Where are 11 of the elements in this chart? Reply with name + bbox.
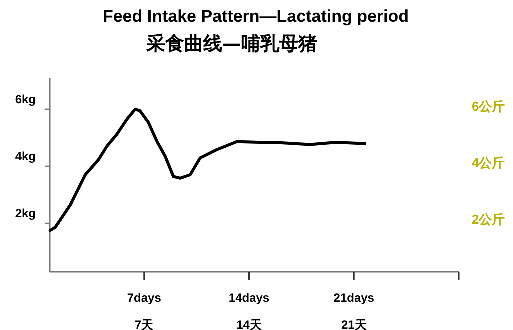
title: Feed Intake Pattern—Lactating period: [102, 7, 410, 26]
y2tick: 2公斤: [472, 212, 506, 227]
xtick: 14days: [228, 291, 270, 305]
xtick: 21days: [334, 291, 374, 305]
ytick: 6kg: [15, 92, 36, 106]
subtitle: 采食曲线—哺乳母猪: [146, 33, 318, 55]
xtick: 7days: [127, 291, 162, 305]
ytick: 2kg: [15, 206, 36, 220]
y2tick: 4公斤: [472, 156, 506, 170]
ytick: 4kg: [15, 149, 36, 164]
y2tick: 6公斤: [472, 99, 506, 114]
